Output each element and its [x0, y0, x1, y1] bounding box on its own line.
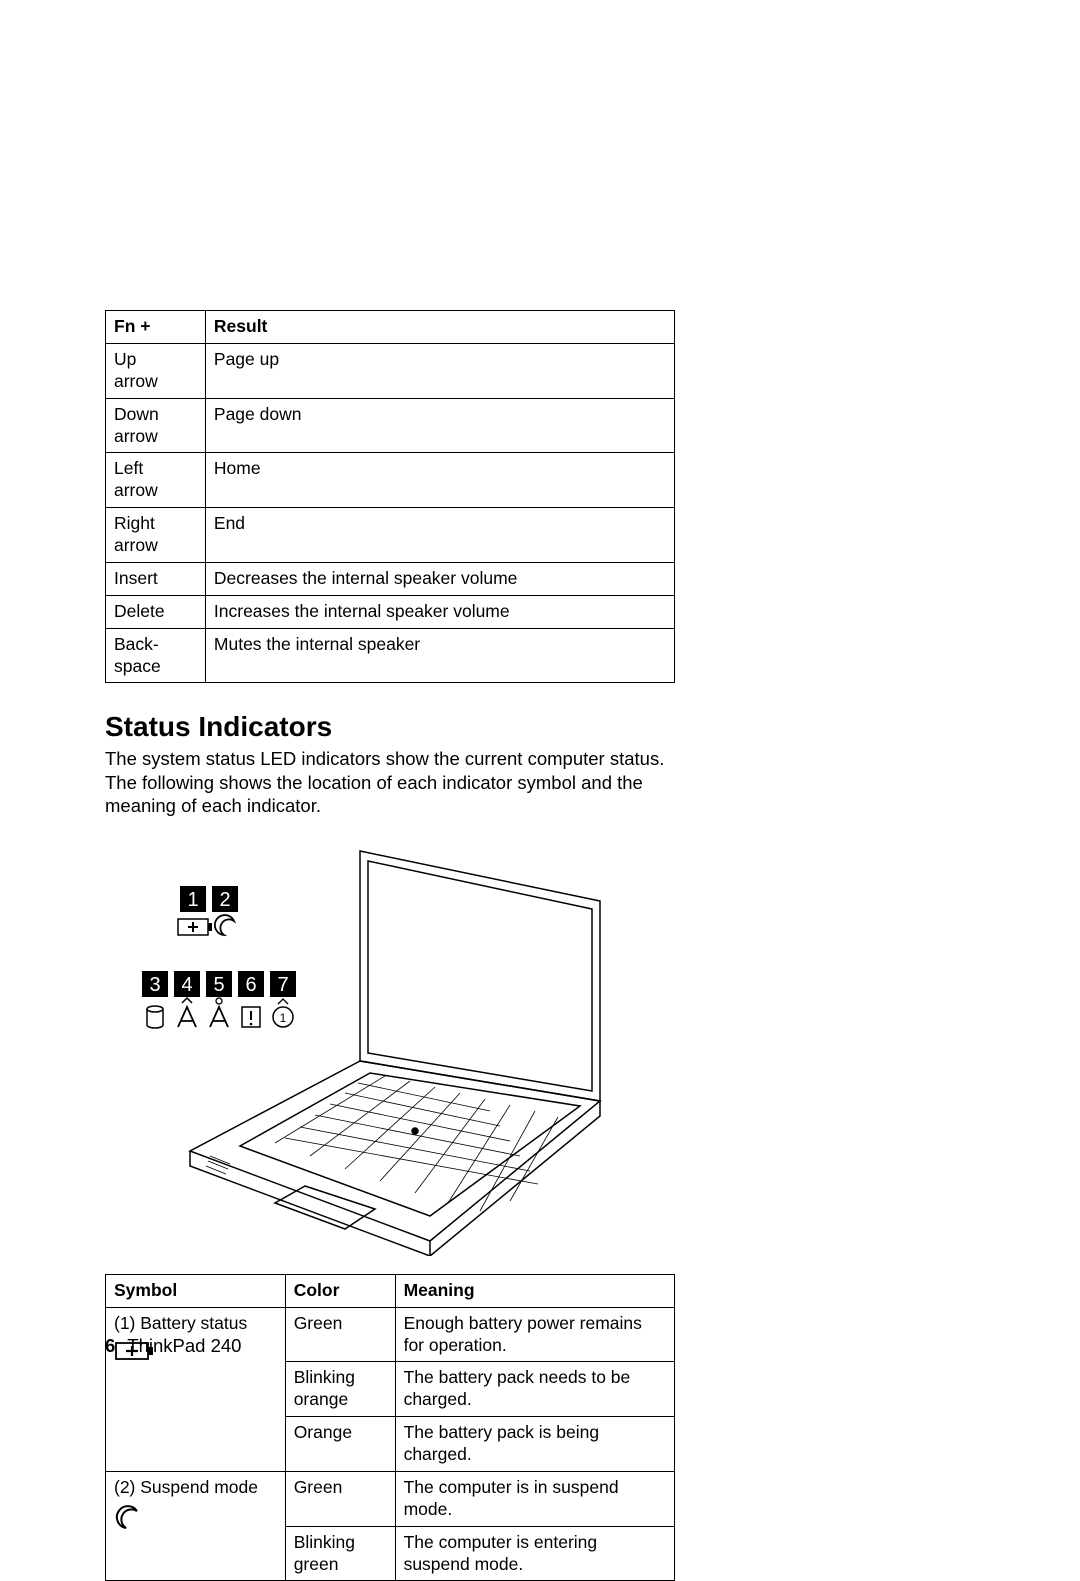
fn-result-cell: Increases the internal speaker volume — [205, 595, 674, 628]
meaning-cell: The computer is entering suspend mode. — [395, 1526, 674, 1581]
fn-key-cell: Downarrow — [106, 398, 206, 453]
section-body: The system status LED indicators show th… — [105, 747, 675, 816]
color-header: Color — [285, 1274, 395, 1307]
callout-group-bottom: 3 4 5 6 7 — [142, 971, 296, 1028]
fn-header: Fn + — [106, 311, 206, 344]
meaning-cell: The battery pack is being charged. — [395, 1417, 674, 1472]
color-cell: Green — [285, 1471, 395, 1526]
fn-key-cell: Leftarrow — [106, 453, 206, 508]
fn-result-cell: Decreases the internal speaker volume — [205, 562, 674, 595]
color-cell: Blinking green — [285, 1526, 395, 1581]
color-cell: Blinking orange — [285, 1362, 395, 1417]
meaning-cell: The battery pack needs to be charged. — [395, 1362, 674, 1417]
fn-key-cell: Delete — [106, 595, 206, 628]
svg-text:4: 4 — [181, 974, 192, 996]
fn-result-cell: Page up — [205, 343, 674, 398]
fn-key-cell: Uparrow — [106, 343, 206, 398]
fn-key-cell: Rightarrow — [106, 508, 206, 563]
status-indicator-table: Symbol Color Meaning (1) Battery statusG… — [105, 1274, 675, 1581]
fn-result-cell: End — [205, 508, 674, 563]
fn-key-cell: Insert — [106, 562, 206, 595]
laptop-diagram: 1 2 3 4 5 6 7 — [105, 831, 675, 1256]
meaning-cell: The computer is in suspend mode. — [395, 1471, 674, 1526]
page-footer: 6 ThinkPad 240 — [105, 1335, 241, 1357]
svg-text:2: 2 — [219, 889, 230, 911]
svg-text:1: 1 — [187, 889, 198, 911]
svg-text:3: 3 — [149, 974, 160, 996]
fn-result-cell: Page down — [205, 398, 674, 453]
symbol-cell: (1) Battery status — [106, 1307, 286, 1471]
footer-title: ThinkPad 240 — [127, 1335, 241, 1356]
svg-text:6: 6 — [245, 974, 256, 996]
callout-group-top: 1 2 — [178, 886, 238, 935]
moon-icon — [114, 1503, 144, 1533]
color-cell: Green — [285, 1307, 395, 1362]
meaning-cell: Enough battery power remains for operati… — [395, 1307, 674, 1362]
symbol-cell: (2) Suspend mode — [106, 1471, 286, 1581]
section-heading: Status Indicators — [105, 711, 675, 743]
svg-text:5: 5 — [213, 974, 224, 996]
meaning-header: Meaning — [395, 1274, 674, 1307]
result-header: Result — [205, 311, 674, 344]
symbol-header: Symbol — [106, 1274, 286, 1307]
page-number: 6 — [105, 1335, 115, 1356]
fn-result-cell: Mutes the internal speaker — [205, 628, 674, 683]
fn-key-cell: Back-space — [106, 628, 206, 683]
fn-result-cell: Home — [205, 453, 674, 508]
svg-text:1: 1 — [280, 1011, 287, 1025]
svg-text:7: 7 — [277, 974, 288, 996]
fn-key-table: Fn + Result UparrowPage upDownarrowPage … — [105, 310, 675, 683]
color-cell: Orange — [285, 1417, 395, 1472]
